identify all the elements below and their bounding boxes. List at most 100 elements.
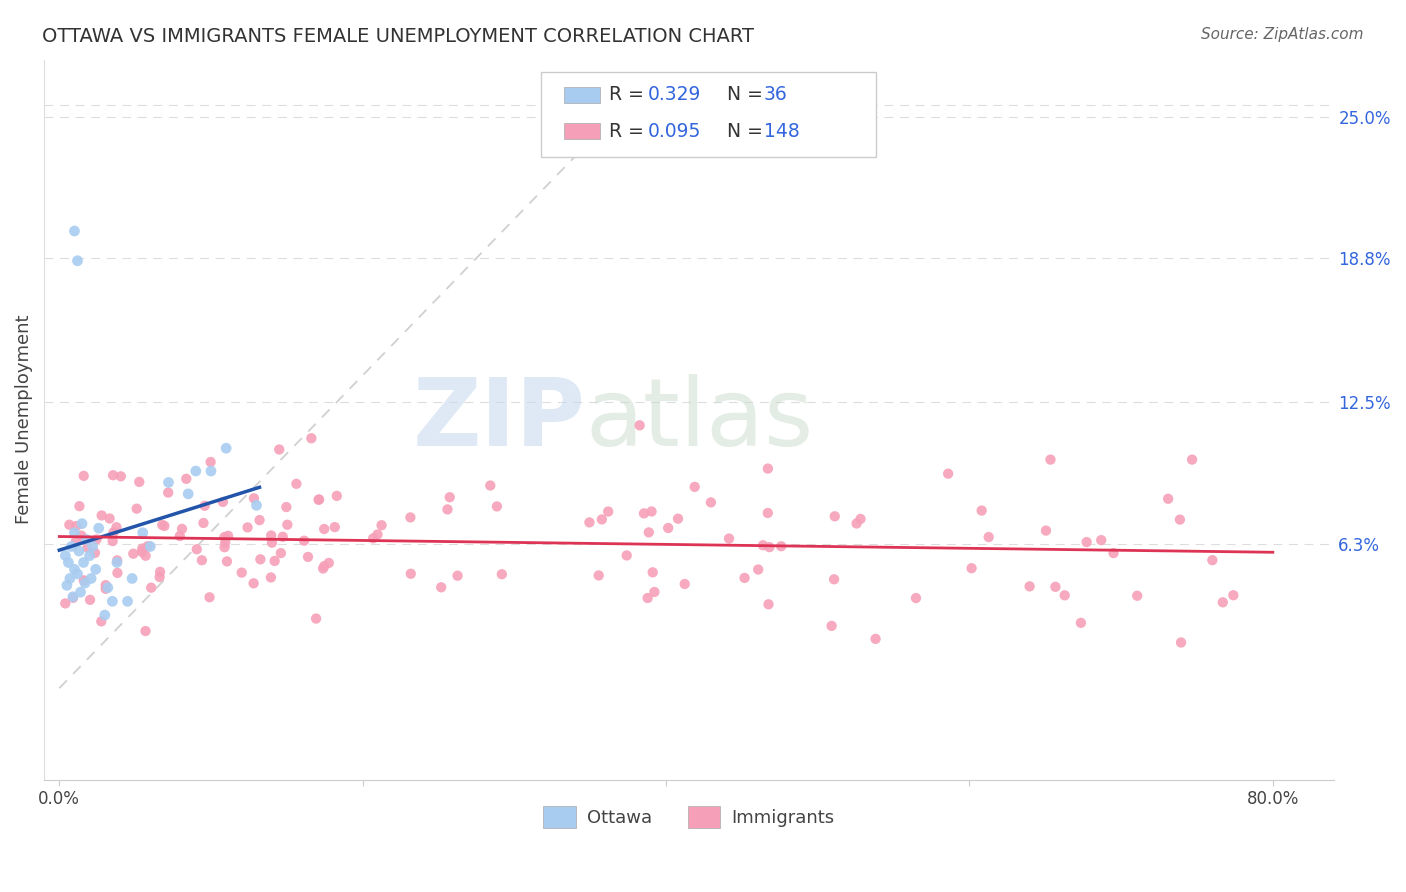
Point: [245, 499, 267, 513]
Point: [60, 540, 83, 554]
Point: [479, 478, 502, 492]
Point: [191, 553, 214, 567]
Point: [214, 530, 236, 544]
Text: OTTAWA VS IMMIGRANTS FEMALE UNEMPLOYMENT CORRELATION CHART: OTTAWA VS IMMIGRANTS FEMALE UNEMPLOYMENT…: [42, 27, 754, 45]
Text: Source: ZipAtlas.com: Source: ZipAtlas.com: [1201, 27, 1364, 42]
Point: [200, 455, 222, 469]
Text: 0.095: 0.095: [648, 122, 702, 141]
Point: [63, 224, 86, 238]
Point: [174, 472, 197, 486]
Point: [485, 500, 508, 514]
Point: [65, 519, 87, 533]
Point: [236, 520, 259, 534]
Point: [276, 500, 298, 514]
Point: [271, 530, 294, 544]
Point: [633, 507, 655, 521]
Point: [430, 580, 453, 594]
Point: [149, 570, 172, 584]
Point: [215, 554, 238, 568]
Point: [136, 539, 159, 553]
Point: [936, 467, 959, 481]
Point: [128, 475, 150, 489]
FancyBboxPatch shape: [564, 123, 600, 139]
Point: [308, 492, 330, 507]
Point: [58, 517, 80, 532]
Point: [177, 487, 200, 501]
Point: [1201, 553, 1223, 567]
Point: [150, 517, 173, 532]
Point: [84, 562, 107, 576]
Point: [578, 516, 600, 530]
Point: [62, 591, 84, 605]
Text: R =: R =: [609, 86, 650, 104]
Point: [977, 530, 1000, 544]
Point: [70, 516, 93, 531]
Point: [58, 556, 80, 570]
Point: [683, 480, 706, 494]
Point: [318, 556, 340, 570]
Point: [76, 541, 98, 555]
Point: [1212, 595, 1234, 609]
Text: N =: N =: [727, 86, 769, 104]
Point: [823, 572, 845, 586]
Text: 148: 148: [763, 122, 800, 141]
Point: [263, 554, 285, 568]
Legend: Ottawa, Immigrants: Ottawa, Immigrants: [536, 799, 842, 836]
Point: [758, 540, 780, 554]
Point: [305, 611, 328, 625]
Point: [186, 542, 208, 557]
Point: [101, 468, 124, 483]
Point: [1181, 452, 1204, 467]
Point: [308, 492, 330, 507]
Point: [439, 490, 461, 504]
Text: ZIP: ZIP: [413, 374, 586, 466]
Point: [491, 567, 513, 582]
Point: [79, 592, 101, 607]
Point: [139, 540, 162, 554]
Point: [285, 476, 308, 491]
Point: [820, 619, 842, 633]
Point: [1090, 533, 1112, 548]
Point: [73, 574, 96, 588]
Point: [845, 516, 868, 531]
Point: [312, 561, 335, 575]
Point: [70, 528, 93, 542]
Point: [666, 511, 689, 525]
Point: [200, 464, 222, 478]
Point: [361, 532, 384, 546]
Point: [122, 547, 145, 561]
Point: [193, 516, 215, 530]
Point: [1070, 615, 1092, 630]
Point: [157, 475, 180, 490]
Point: [65, 534, 87, 549]
Point: [1170, 635, 1192, 649]
Text: R =: R =: [609, 122, 650, 141]
Point: [1018, 579, 1040, 593]
Point: [718, 532, 741, 546]
Point: [747, 562, 769, 576]
Point: [63, 525, 86, 540]
Point: [770, 539, 793, 553]
Point: [66, 566, 89, 581]
Point: [673, 577, 696, 591]
Point: [131, 545, 153, 559]
Point: [756, 461, 779, 475]
Point: [1045, 580, 1067, 594]
Point: [103, 525, 125, 540]
Point: [105, 556, 128, 570]
Point: [67, 499, 90, 513]
Point: [700, 495, 723, 509]
Point: [121, 572, 143, 586]
Point: [73, 468, 96, 483]
Point: [370, 518, 392, 533]
Point: [94, 608, 117, 623]
Point: [110, 469, 132, 483]
Point: [101, 594, 124, 608]
Point: [399, 510, 422, 524]
Point: [1039, 452, 1062, 467]
Point: [1035, 524, 1057, 538]
FancyBboxPatch shape: [564, 87, 600, 103]
Point: [53, 596, 76, 610]
Point: [107, 566, 129, 580]
Point: [66, 253, 89, 268]
